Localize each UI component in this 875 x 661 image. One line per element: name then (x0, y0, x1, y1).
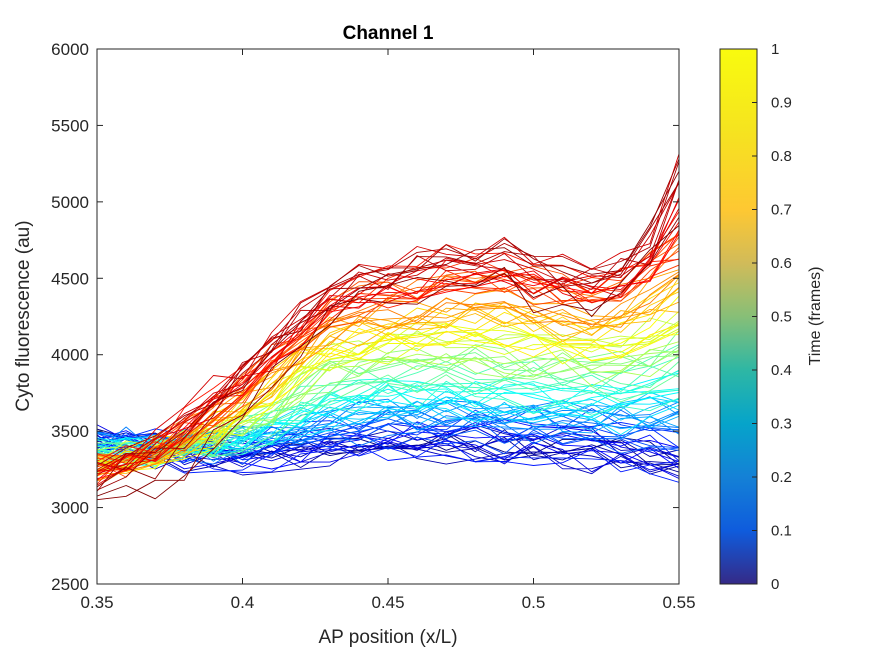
y-tick-label: 6000 (51, 40, 89, 59)
series-line (97, 388, 679, 467)
series-line (97, 274, 679, 488)
series-line (97, 171, 679, 488)
series-line (97, 415, 679, 465)
x-tick-label: 0.4 (231, 593, 255, 612)
x-axis-title: AP position (x/L) (318, 627, 457, 648)
series-line (97, 333, 679, 471)
series-line (97, 153, 679, 475)
colorbar-tick-label: 0.4 (771, 362, 792, 379)
x-tick-label: 0.5 (522, 593, 546, 612)
x-tick-label: 0.35 (80, 593, 113, 612)
series-line (97, 380, 679, 462)
series-layer (97, 153, 679, 501)
series-line (97, 233, 679, 477)
x-tick-label: 0.55 (662, 593, 695, 612)
series-line (97, 216, 679, 501)
colorbar-tick-label: 0 (771, 576, 779, 593)
x-axis-ticks: 0.35 0.4 0.45 0.5 0.55 (80, 49, 696, 612)
y-tick-label: 3000 (51, 499, 89, 518)
colorbar (719, 48, 758, 585)
y-tick-label: 5000 (51, 193, 89, 212)
series-line (97, 438, 679, 483)
y-tick-label: 4500 (51, 269, 89, 288)
series-line (97, 234, 679, 465)
colorbar-tick-label: 0.1 (771, 523, 792, 540)
y-tick-label: 3500 (51, 422, 89, 441)
series-line (97, 221, 679, 471)
series-line (97, 225, 679, 500)
series-line (97, 182, 679, 492)
colorbar-tick-label: 0.5 (771, 309, 792, 326)
series-line (97, 231, 679, 461)
plot-area-background (97, 49, 679, 584)
series-line (97, 310, 679, 464)
series-line (97, 158, 679, 491)
chart-title: Channel 1 (343, 23, 434, 44)
series-line (97, 424, 679, 458)
x-tick-label: 0.45 (371, 593, 404, 612)
series-line (97, 182, 679, 472)
colorbar-tick-label: 0.8 (771, 148, 792, 165)
y-tick-label: 5500 (51, 116, 89, 135)
colorbar-tick-label: 0.9 (771, 95, 792, 112)
series-line (97, 439, 679, 473)
colorbar-tick-label: 0.6 (771, 255, 792, 272)
series-line (97, 434, 679, 476)
series-line (97, 264, 679, 468)
colorbar-tick-label: 1 (771, 41, 779, 58)
series-line (97, 291, 679, 477)
series-line (97, 258, 679, 485)
y-tick-label: 2500 (51, 575, 89, 594)
series-line (97, 250, 679, 478)
series-line (97, 179, 679, 471)
colorbar-title: Time (frames) (807, 267, 824, 366)
series-line (97, 423, 679, 463)
colorbar-tick-label: 0.3 (771, 416, 792, 433)
series-line (97, 180, 679, 470)
series-line (97, 273, 679, 482)
colorbar-tick-label: 0.2 (771, 469, 792, 486)
y-axis-ticks: 2500 3000 3500 4000 4500 5000 5500 6000 (51, 40, 679, 594)
colorbar-ticks: 0 0.1 0.2 0.3 0.4 0.5 0.6 0.7 0.8 0.9 1 (752, 41, 792, 593)
series-line (97, 350, 679, 471)
series-line (97, 324, 679, 464)
series-line (97, 373, 679, 458)
y-axis-title: Cyto fluorescence (au) (13, 220, 34, 411)
y-tick-label: 4000 (51, 346, 89, 365)
series-line (97, 258, 679, 472)
series-line (97, 246, 679, 476)
series-line (97, 161, 679, 467)
colorbar-tick-label: 0.7 (771, 202, 792, 219)
series-line (97, 276, 679, 473)
series-line (97, 229, 679, 480)
